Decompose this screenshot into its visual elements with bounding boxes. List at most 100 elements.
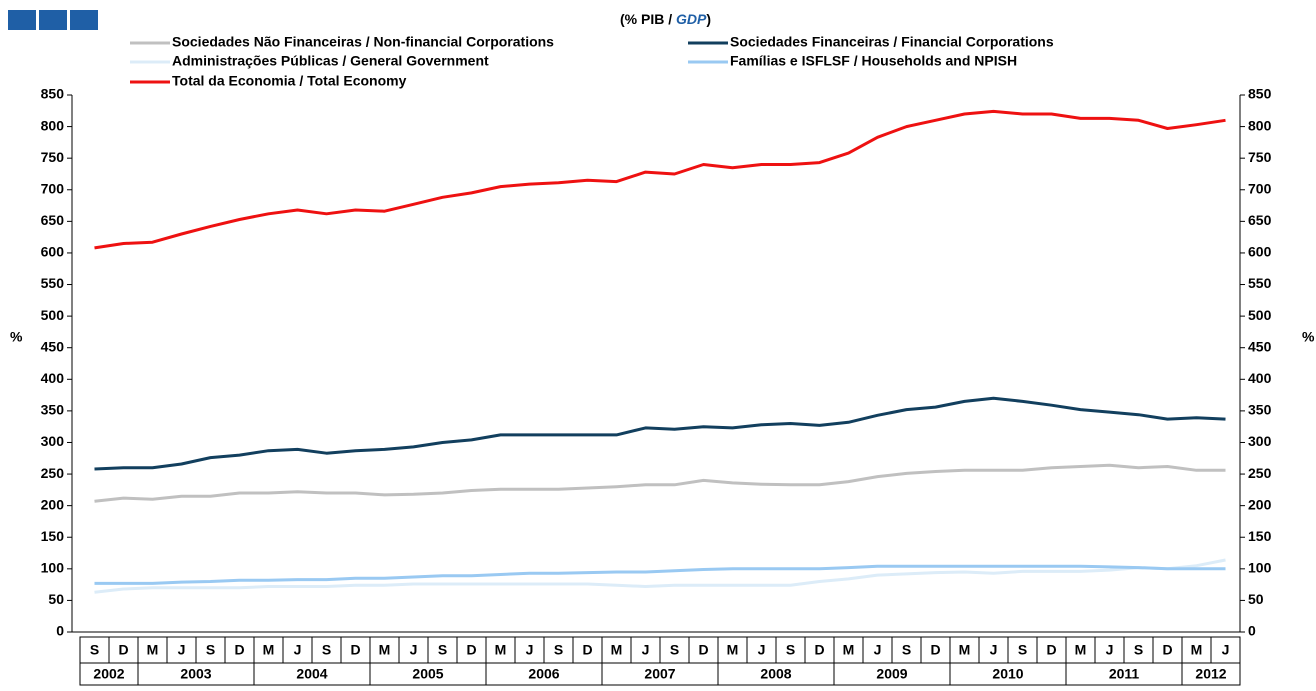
y2-tick-label: 250	[1248, 465, 1272, 481]
x-tick-label: S	[554, 642, 563, 658]
series-line	[94, 558, 1226, 594]
logo-block	[39, 10, 67, 30]
x-tick-label: J	[990, 642, 998, 658]
x-tick-label: J	[874, 642, 882, 658]
x-tick-label: S	[670, 642, 679, 658]
x-tick-label: J	[294, 642, 302, 658]
series-line	[94, 463, 1226, 503]
y-tick-label: 600	[41, 244, 65, 260]
year-label: 2005	[412, 666, 443, 682]
year-label: 2002	[93, 666, 124, 682]
year-label: 2004	[296, 666, 327, 682]
title-part: )	[706, 11, 711, 27]
y-tick-label: 0	[56, 623, 64, 639]
x-tick-label: D	[350, 642, 360, 658]
x-tick-label: D	[582, 642, 592, 658]
x-tick-label: M	[959, 642, 971, 658]
year-label: 2010	[992, 666, 1023, 682]
year-label: 2012	[1195, 666, 1226, 682]
x-tick-label: M	[727, 642, 739, 658]
y-tick-label: 100	[41, 560, 65, 576]
logo-block	[70, 10, 98, 30]
y2-tick-label: 100	[1248, 560, 1272, 576]
y2-tick-label: 600	[1248, 244, 1272, 260]
title-part: GDP	[676, 11, 707, 27]
y2-tick-label: 50	[1248, 591, 1264, 607]
series-line	[94, 396, 1226, 471]
y-tick-label: 450	[41, 338, 65, 354]
year-label: 2003	[180, 666, 211, 682]
y-tick-label: 800	[41, 117, 65, 133]
x-tick-label: S	[206, 642, 215, 658]
x-tick-label: M	[379, 642, 391, 658]
series-line	[94, 109, 1226, 250]
y2-tick-label: 450	[1248, 338, 1272, 354]
y-tick-label: 150	[41, 528, 65, 544]
x-tick-label: D	[930, 642, 940, 658]
x-tick-label: M	[1191, 642, 1203, 658]
y2-tick-label: 800	[1248, 117, 1272, 133]
x-tick-label: S	[1018, 642, 1027, 658]
year-label: 2006	[528, 666, 559, 682]
x-tick-label: D	[1046, 642, 1056, 658]
y-tick-label: 650	[41, 212, 65, 228]
y-tick-label: 350	[41, 402, 65, 418]
x-tick-label: S	[90, 642, 99, 658]
year-cell	[1181, 662, 1241, 686]
year-label: 2008	[760, 666, 791, 682]
logo-block	[8, 10, 36, 30]
x-tick-label: M	[1075, 642, 1087, 658]
y2-axis-label: %	[1302, 329, 1315, 345]
y2-tick-label: 500	[1248, 307, 1272, 323]
y-tick-label: 400	[41, 370, 65, 386]
x-tick-label: M	[611, 642, 623, 658]
y-tick-label: 200	[41, 496, 65, 512]
x-tick-label: D	[814, 642, 824, 658]
series-line	[94, 564, 1226, 585]
x-tick-label: M	[263, 642, 275, 658]
x-tick-label: J	[1222, 642, 1230, 658]
x-tick-label: S	[438, 642, 447, 658]
x-tick-label: D	[118, 642, 128, 658]
y-axis-label: %	[10, 329, 23, 345]
y2-tick-label: 650	[1248, 212, 1272, 228]
y-tick-label: 500	[41, 307, 65, 323]
x-tick-label: J	[642, 642, 650, 658]
x-tick-label: J	[410, 642, 418, 658]
y2-tick-label: 150	[1248, 528, 1272, 544]
x-tick-label: M	[495, 642, 507, 658]
y-tick-label: 550	[41, 275, 65, 291]
legend-label: Administrações Públicas / General Govern…	[172, 53, 489, 69]
y2-tick-label: 400	[1248, 370, 1272, 386]
x-tick-label: D	[1162, 642, 1172, 658]
x-tick-label: D	[234, 642, 244, 658]
legend-label: Sociedades Não Financeiras / Non-financi…	[172, 34, 554, 50]
y-tick-label: 250	[41, 465, 65, 481]
title-part: (% PIB /	[620, 11, 676, 27]
y2-tick-label: 850	[1248, 86, 1272, 102]
legend-label: Famílias e ISFLSF / Households and NPISH	[730, 53, 1017, 69]
x-tick-label: S	[786, 642, 795, 658]
y2-tick-label: 200	[1248, 496, 1272, 512]
x-tick-label: J	[1106, 642, 1114, 658]
legend-label: Sociedades Financeiras / Financial Corpo…	[730, 34, 1054, 50]
y-tick-label: 850	[41, 86, 65, 102]
year-label: 2009	[876, 666, 907, 682]
y-tick-label: 300	[41, 433, 65, 449]
y-tick-label: 50	[48, 591, 64, 607]
x-tick-label: M	[843, 642, 855, 658]
y2-tick-label: 700	[1248, 180, 1272, 196]
legend-label: Total da Economia / Total Economy	[172, 73, 407, 89]
x-tick-label: S	[902, 642, 911, 658]
y2-tick-label: 0	[1248, 623, 1256, 639]
y2-tick-label: 750	[1248, 149, 1272, 165]
x-tick-label: J	[178, 642, 186, 658]
year-label: 2011	[1109, 666, 1140, 682]
x-tick-label: D	[698, 642, 708, 658]
x-tick-label: J	[526, 642, 534, 658]
x-tick-label: S	[322, 642, 331, 658]
x-tick-label: J	[758, 642, 766, 658]
x-tick-label: D	[466, 642, 476, 658]
chart-title: (% PIB / GDP)	[620, 11, 711, 27]
